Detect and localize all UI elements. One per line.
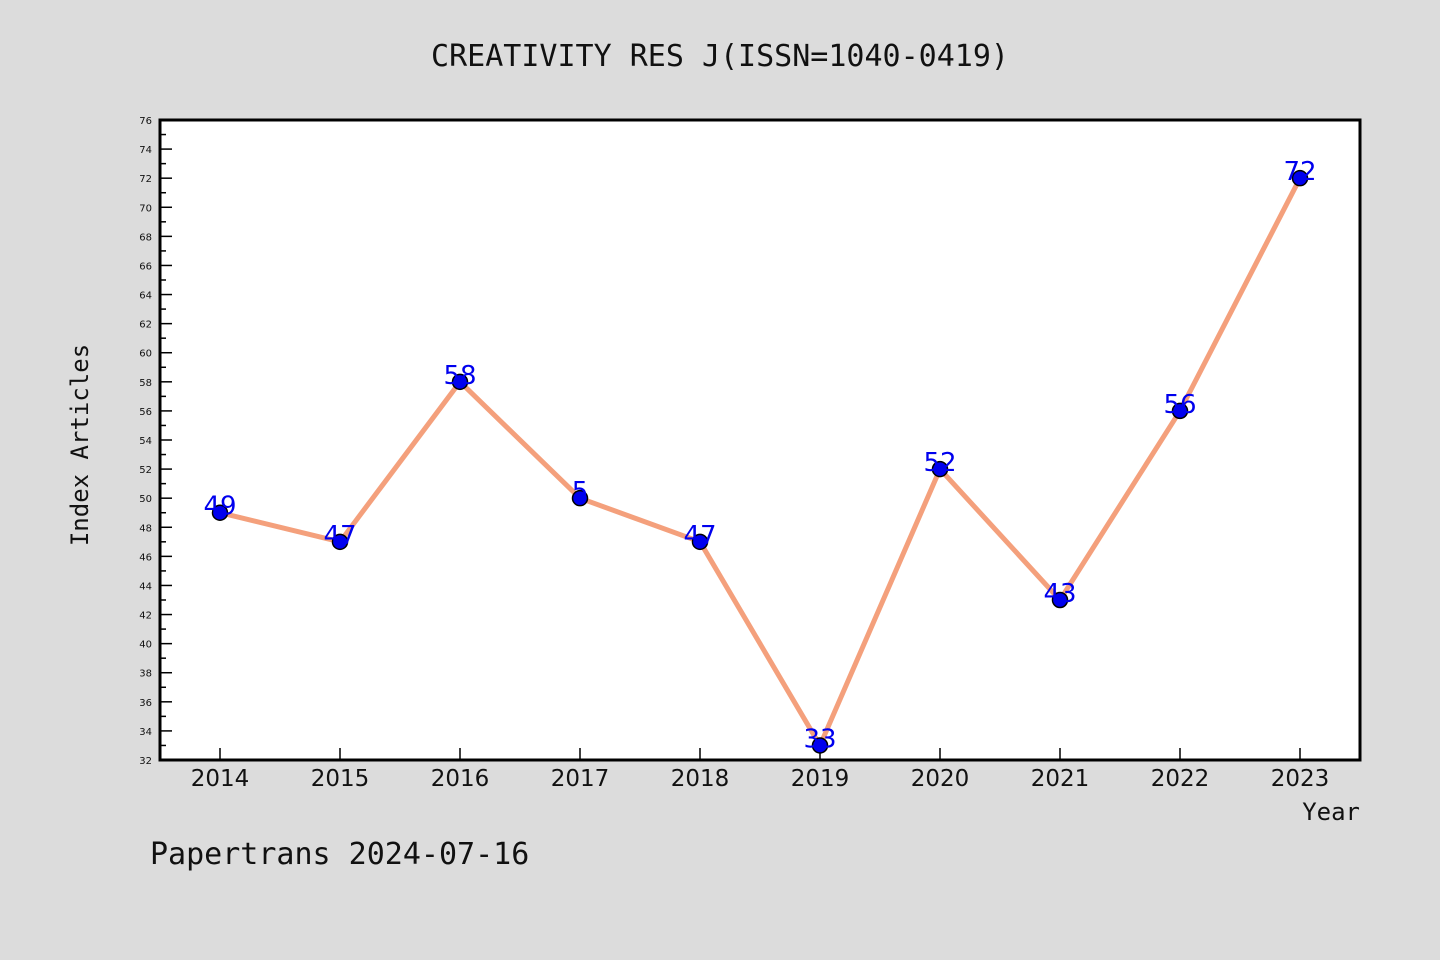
x-tick-label: 2014 [191,766,250,792]
y-tick-label: 62 [139,320,152,331]
y-tick-label: 44 [139,581,152,592]
data-label: 52 [923,448,956,478]
chart-title: CREATIVITY RES J(ISSN=1040-0419) [431,39,1009,74]
data-point [811,737,829,754]
data-label: 72 [1283,157,1316,187]
x-axis-ticks: 2014 2015 2016 2017 2018 2019 2020 2021 2022 2023 [191,748,1330,792]
data-markers [211,169,1309,754]
data-point [1291,169,1309,187]
data-point [1171,402,1189,420]
y-tick-label: 50 [139,494,152,505]
y-tick-label: 40 [139,640,152,651]
x-tick-label: 2017 [551,766,610,792]
data-point [451,373,469,391]
y-tick-label: 38 [139,669,152,680]
data-point [691,533,709,551]
y-tick-label: 74 [139,145,152,156]
data-point [211,504,229,521]
x-tick-label: 2021 [1031,766,1090,792]
data-label: 5 [572,477,589,507]
plot-area [160,120,1360,760]
plot-frame [158,118,1362,762]
data-label: 58 [443,361,476,391]
y-axis-ticks: 32 34 36 38 40 42 44 46 48 50 52 54 56 58 60 62 64 66 68 70… [139,116,172,767]
y-tick-label: 32 [139,756,152,767]
y-tick-label: 54 [139,436,152,447]
data-label: 43 [1043,579,1076,609]
y-tick-label: 64 [139,291,152,302]
x-tick-label: 2023 [1271,766,1330,792]
data-point [571,489,589,507]
y-tick-label: 72 [139,174,152,185]
y-tick-label: 66 [139,261,152,272]
x-tick-label: 2022 [1151,766,1210,792]
y-tick-label: 36 [139,698,152,709]
footer-text: Papertrans 2024-07-16 [150,837,529,872]
y-axis-label: Index Articles [66,344,94,546]
x-tick-label: 2016 [431,766,490,792]
x-tick-label: 2018 [671,766,730,792]
x-axis-label: Year [1302,798,1360,826]
y-tick-label: 58 [139,378,152,389]
y-tick-label: 70 [139,203,152,214]
data-point [1051,591,1069,609]
x-tick-label: 2020 [911,766,970,792]
x-tick-label: 2015 [311,766,370,792]
y-tick-label: 52 [139,465,152,476]
y-tick-label: 68 [139,232,152,243]
data-label: 33 [803,724,836,754]
x-tick-label: 2019 [791,766,850,792]
data-label: 47 [323,521,356,551]
data-label: 47 [683,521,716,551]
y-tick-label: 76 [139,116,152,127]
y-tick-label: 48 [139,523,152,534]
y-tick-label: 42 [139,611,152,622]
y-tick-label: 56 [139,407,152,418]
series-line [217,175,1303,748]
data-label: 49 [203,492,236,522]
data-label: 56 [1163,390,1196,420]
y-tick-label: 34 [139,727,152,738]
y-tick-label: 46 [139,552,152,563]
y-tick-label: 60 [139,349,152,360]
data-point [931,460,949,478]
data-labels: 49 47 58 5 47 33 52 43 56 72 [203,157,1316,754]
data-point [331,533,349,551]
